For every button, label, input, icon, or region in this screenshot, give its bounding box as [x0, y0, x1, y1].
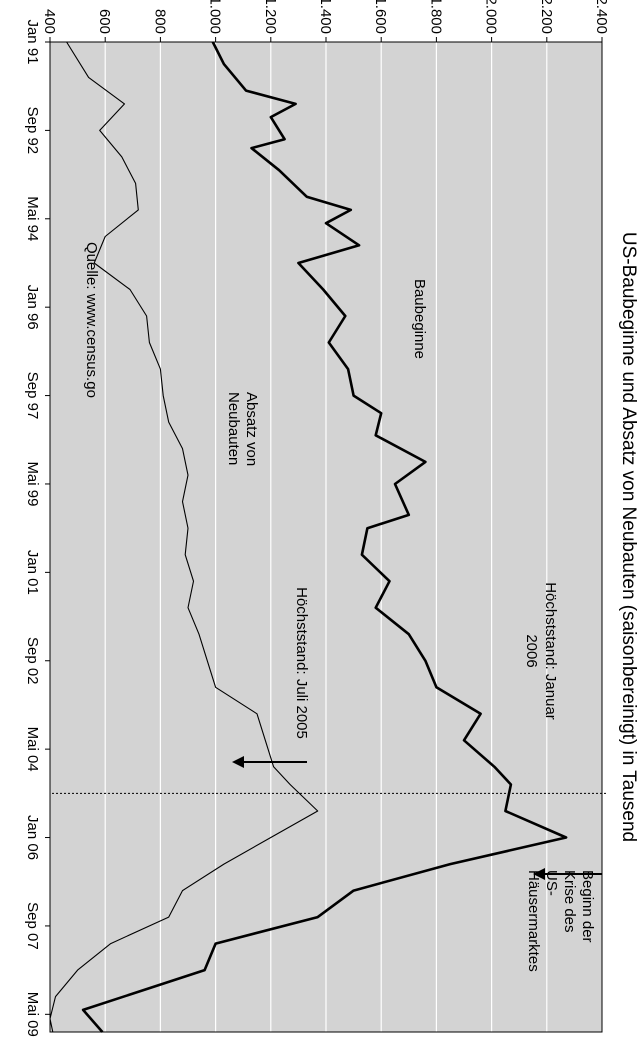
label-peak-jan-line1: Höchststand: Januar: [542, 582, 559, 720]
x-tick-label: Mai 94: [24, 196, 41, 241]
chart-title: US-Baubeginne und Absatz von Neubauten (…: [618, 232, 637, 842]
arrow-peak-jan: [533, 868, 602, 880]
axes: 400 600 800 1.000 1.200 1.400 1.600 1.800 2.000 2…: [24, 0, 610, 1037]
series-line-baubeginne: [81, 41, 568, 1033]
x-tick-label: Sep 02: [24, 637, 41, 685]
rotated-chart: 400 600 800 1.000 1.200 1.400 1.600 1.800 2.000 2…: [24, 0, 637, 1037]
label-peak-jan-line2: 2006: [523, 634, 540, 667]
label-crisis-line1: Beginn der: [579, 870, 596, 943]
x-tick-label: Sep 92: [24, 107, 41, 155]
label-crisis-line3: US-: [543, 870, 560, 896]
y-tick-label: 600: [96, 9, 113, 34]
series-lines: [49, 41, 568, 1033]
x-tick-label: Jan 91: [24, 19, 41, 64]
x-tick-label: Jan 06: [24, 815, 41, 860]
y-tick-label: 400: [41, 9, 58, 34]
y-tick-label: 800: [151, 9, 168, 34]
label-baubeginne: Baubeginne: [411, 279, 428, 359]
x-tick-label: Mai 04: [24, 727, 41, 772]
y-tick-label: 2.000: [483, 0, 500, 34]
label-absatz-line2: Neubauten: [225, 392, 242, 465]
x-tick-label: Jan 01: [24, 550, 41, 595]
y-tick-label: 2.200: [538, 0, 555, 34]
x-tick-label: Sep 07: [24, 902, 41, 950]
label-peak-jul: Höchststand: Juli 2005: [293, 587, 310, 739]
x-tick-label: Mai 09: [24, 992, 41, 1037]
y-tick-label: 1.400: [317, 0, 334, 34]
arrow-peak-jul: [232, 756, 307, 768]
y-tick-label: 1.600: [372, 0, 389, 34]
y-tick-label: 1.800: [427, 0, 444, 34]
label-absatz-line1: Absatz von: [243, 392, 260, 466]
x-tick-label: Jan 96: [24, 285, 41, 330]
label-crisis-line2: Krise des: [561, 870, 578, 933]
label-crisis-line4: Häusermarktes: [525, 870, 542, 972]
label-source: Quelle: www.census.go: [83, 242, 100, 398]
y-tick-label: 1.200: [262, 0, 279, 34]
y-tick-label: 1.000: [207, 0, 224, 34]
x-tick-label: Sep 97: [24, 372, 41, 420]
x-tick-label: Mai 99: [24, 461, 41, 506]
series-line-absatz: [49, 41, 319, 1033]
y-tick-label: 2.400: [593, 0, 610, 34]
